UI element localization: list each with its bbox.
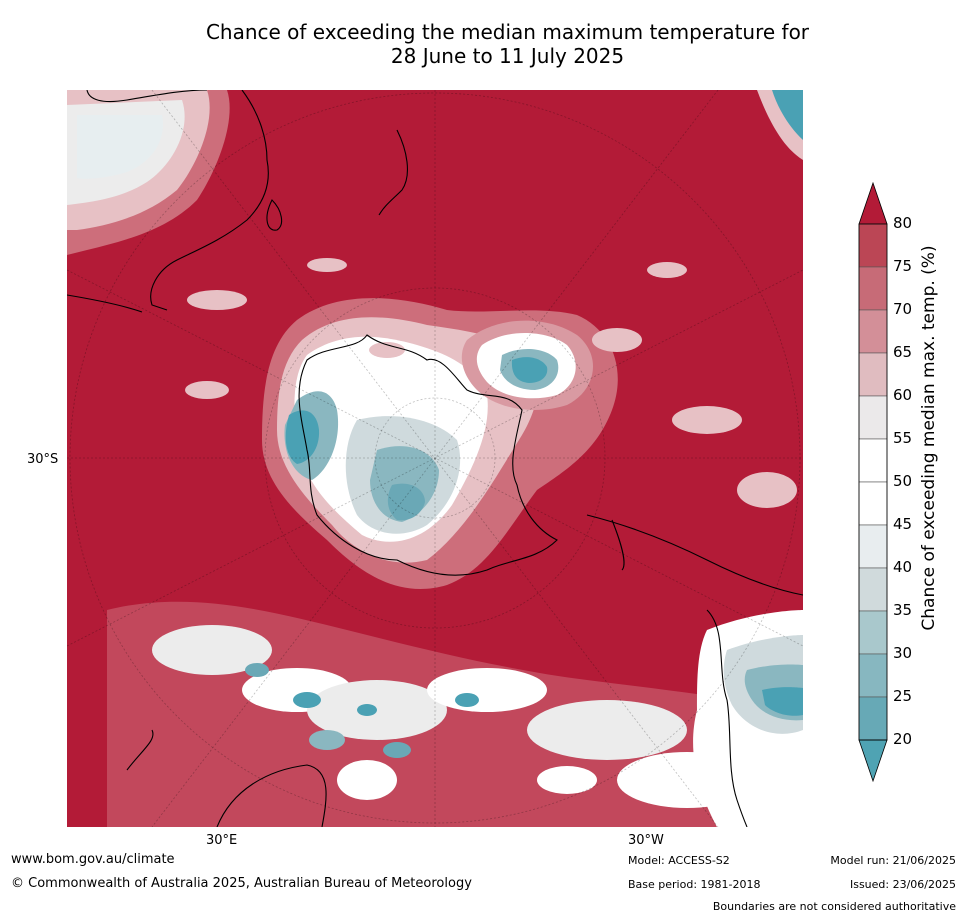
lon-label-30w: 30°W	[628, 833, 664, 848]
colorbar-band	[858, 610, 888, 655]
probability-map	[67, 90, 803, 827]
colorbar-tick-label: 55	[893, 429, 913, 447]
footer-website: www.bom.gov.au/climate	[11, 852, 175, 867]
colorbar-tick-label: 60	[893, 386, 913, 404]
colorbar-tick-label: 45	[893, 515, 913, 533]
colorbar-band	[858, 309, 888, 354]
footer-model: Model: ACCESS-S2	[628, 854, 730, 867]
footer-issued: Issued: 23/06/2025	[849, 878, 956, 891]
region-south-america	[693, 610, 803, 827]
speckle-field	[185, 258, 797, 508]
footer-base-period: Base period: 1981-2018	[628, 878, 761, 891]
region-australia-neutral	[67, 90, 230, 255]
footer-disclaimer: Boundaries are not considered authoritat…	[712, 900, 956, 913]
lat-label-30s: 30°S	[27, 452, 59, 467]
colorbar-tick-label: 25	[893, 687, 913, 705]
colorbar-band	[858, 395, 888, 440]
colorbar-band	[858, 696, 888, 741]
region-ne-cold	[772, 90, 803, 140]
colorbar-band	[858, 653, 888, 698]
colorbar-band	[858, 567, 888, 612]
graticule	[67, 90, 803, 827]
lon-label-30e: 30°E	[206, 833, 238, 848]
colorbar-tick-label: 20	[893, 730, 913, 748]
colorbar-band	[858, 438, 888, 483]
region-south-atlantic-cool	[461, 320, 594, 410]
colorbar-band	[858, 352, 888, 397]
colorbar-tick-label: 35	[893, 601, 913, 619]
colorbar-outline	[858, 223, 888, 741]
title-line-1: Chance of exceeding the median maximum t…	[205, 20, 810, 44]
colorbar-tick-label: 65	[893, 343, 913, 361]
colorbar	[858, 182, 888, 782]
colorbar-label: Chance of exceeding median max. temp. (%…	[919, 245, 939, 631]
colorbar-band	[858, 524, 888, 569]
colorbar-band	[858, 266, 888, 311]
colorbar-tick-label: 75	[893, 257, 913, 275]
chart-title: Chance of exceeding the median maximum t…	[0, 20, 965, 68]
footer-copyright: © Commonwealth of Australia 2025, Austra…	[11, 876, 472, 891]
colorbar-tick-label: 40	[893, 558, 913, 576]
colorbar-extend-high	[858, 182, 888, 225]
colorbar-band	[858, 223, 888, 268]
colorbar-extend-low	[858, 739, 888, 782]
title-line-2: 28 June to 11 July 2025	[390, 44, 625, 68]
footer-model-run: Model run: 21/06/2025	[830, 854, 956, 867]
coastlines	[67, 90, 803, 827]
colorbar-tick-label: 70	[893, 300, 913, 318]
colorbar-band	[858, 481, 888, 526]
colorbar-tick-label: 50	[893, 472, 913, 490]
map-canvas	[67, 90, 803, 827]
colorbar-tick-label: 30	[893, 644, 913, 662]
colorbar-tick-label: 80	[893, 214, 913, 232]
